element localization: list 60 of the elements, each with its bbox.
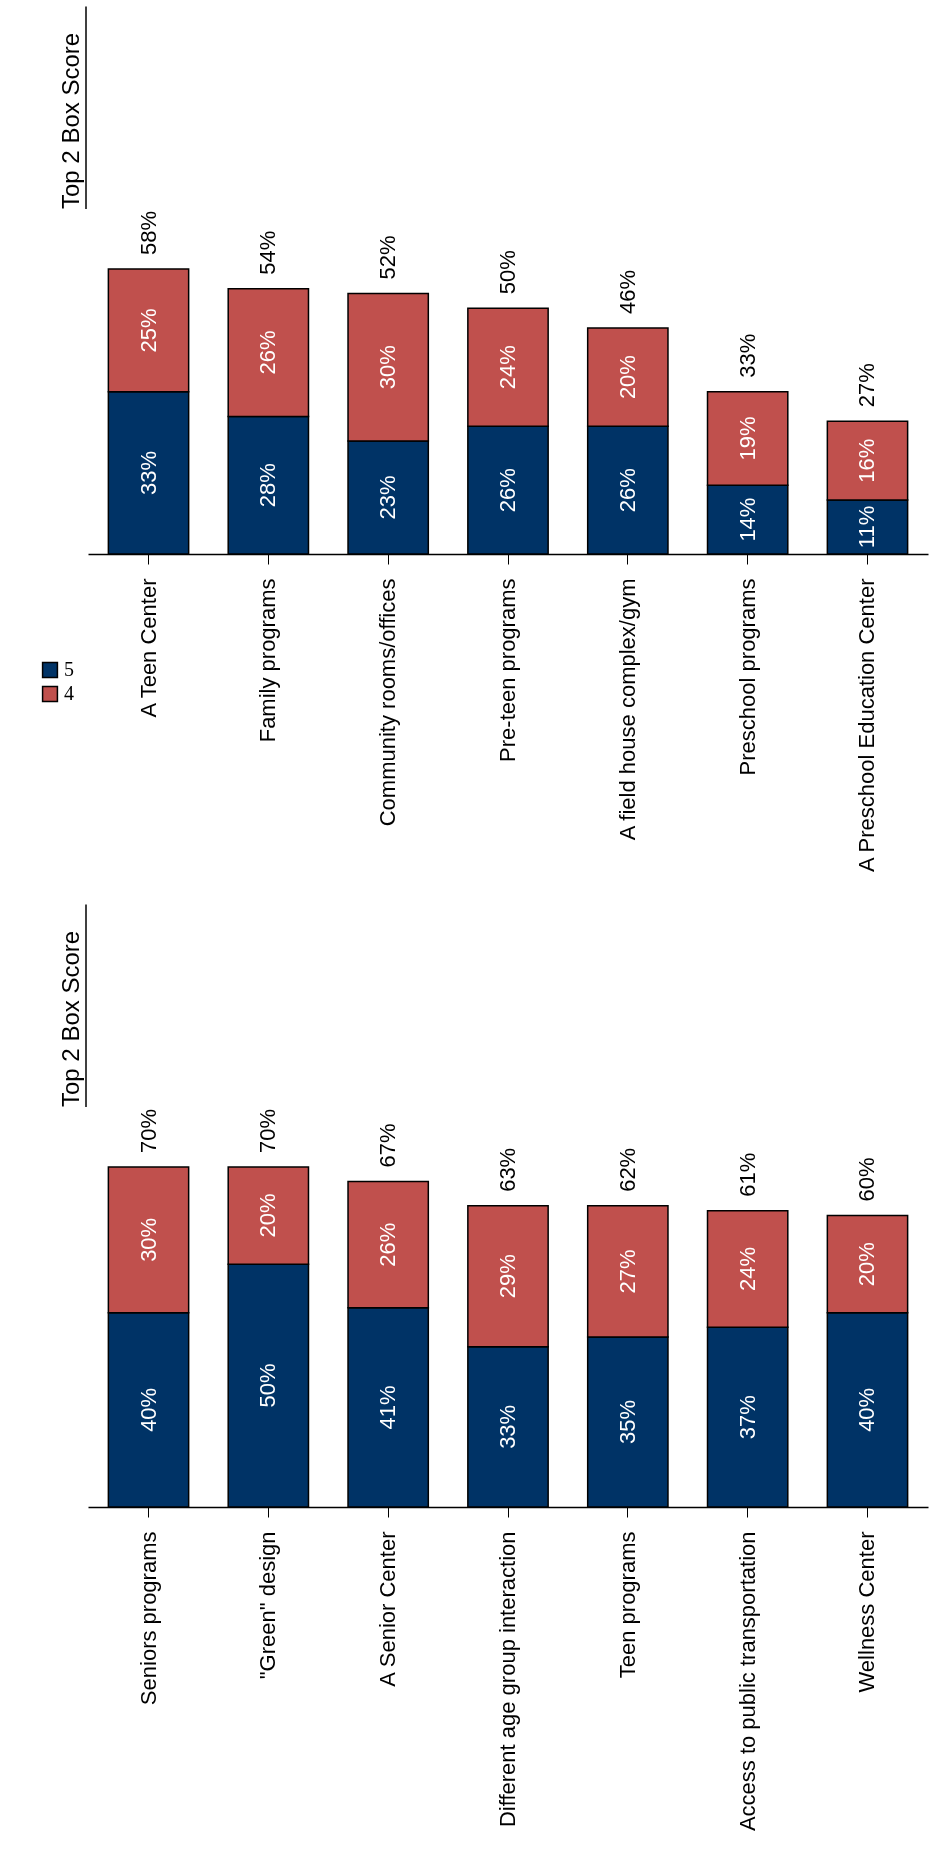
data-label: 14% [734,497,760,542]
data-label: 19% [734,416,760,461]
data-label: 20% [854,1242,880,1287]
x-tick-label: Access to public transportation [734,1531,760,1832]
data-label: 25% [135,308,161,353]
text: Top 2 Box Score [57,930,84,1107]
data-label: 40% [854,1387,880,1432]
x-tick-label: Different age group interaction [495,1531,520,1828]
data-label: 26% [614,468,640,513]
total-label: 50% [495,250,520,295]
x-tick-label: Community rooms/offices [375,578,401,827]
data-label: 20% [255,1193,281,1238]
data-label: 30% [375,345,401,390]
x-tick-label: Seniors programs [135,1531,161,1706]
total-label: 52% [375,235,401,280]
data-label: 20% [614,355,640,400]
total-label: 63% [495,1147,520,1192]
total-label: 46% [614,269,640,314]
data-label: 40% [135,1387,161,1432]
data-label: 23% [375,475,401,520]
total-label: 33% [734,333,760,378]
data-label: 27% [614,1249,640,1294]
data-label: 26% [375,1222,401,1267]
total-label: 62% [614,1147,640,1192]
x-tick-label: Teen programs [614,1531,640,1679]
data-label: 24% [734,1246,760,1292]
data-label: 28% [255,463,281,508]
x-tick-label: A Preschool Education Center [854,578,880,873]
x-tick-label: A field house complex/gym [614,578,640,841]
data-label: 35% [614,1399,640,1445]
legend-label: 5 [64,658,74,680]
total-label: 60% [854,1157,880,1202]
data-label: 37% [734,1395,760,1440]
data-label: 11% [854,505,880,549]
data-label: 16% [854,438,880,483]
total-label: 61% [734,1152,760,1197]
x-tick-label: Pre-teen programs [495,578,520,762]
data-label: 50% [255,1363,281,1408]
data-label: 30% [135,1217,161,1262]
data-label: 41% [375,1385,401,1430]
legend-label: 4 [64,682,74,704]
total-label: 58% [135,210,161,255]
x-tick-label: Preschool programs [734,578,760,776]
data-label: 29% [495,1254,520,1299]
data-label: 26% [255,330,281,375]
x-tick-label: Wellness Center [854,1531,880,1693]
data-label: 33% [135,450,161,495]
data-label: 33% [495,1404,520,1449]
total-label: 27% [854,363,880,408]
text: Top 2 Box Score [57,32,84,209]
total-label: 70% [255,1108,281,1153]
total-label: 70% [135,1108,161,1153]
x-tick-label: A Senior Center [375,1531,401,1687]
data-label: 26% [495,468,520,513]
x-tick-label: Family programs [255,578,281,743]
total-label: 67% [375,1123,401,1168]
x-tick-label: A Teen Center [135,578,161,718]
x-tick-label: "Green" design [255,1531,281,1680]
total-label: 54% [255,230,281,275]
data-label: 24% [495,345,520,390]
